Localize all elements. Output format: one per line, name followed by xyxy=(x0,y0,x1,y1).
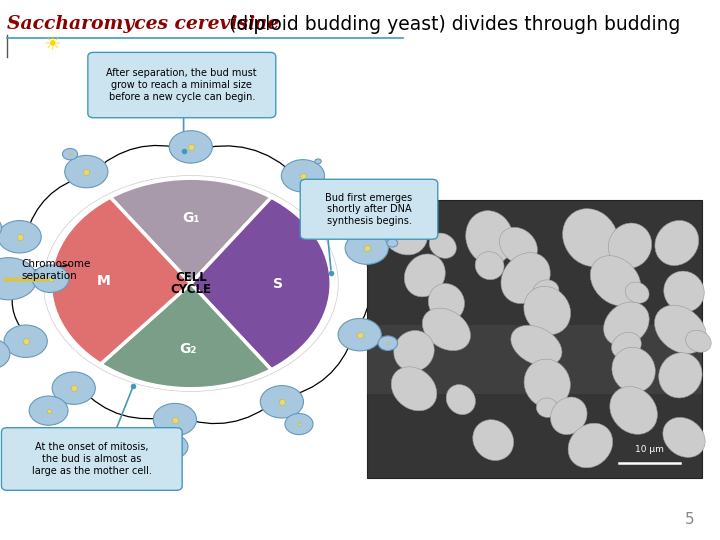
Wedge shape xyxy=(191,197,331,370)
Circle shape xyxy=(378,336,397,350)
Text: CELL: CELL xyxy=(175,271,207,284)
Circle shape xyxy=(52,372,95,404)
Circle shape xyxy=(387,239,397,247)
Ellipse shape xyxy=(446,384,475,415)
Ellipse shape xyxy=(685,330,711,352)
Ellipse shape xyxy=(659,353,702,398)
Circle shape xyxy=(0,217,1,239)
Text: 5: 5 xyxy=(685,511,695,526)
Ellipse shape xyxy=(511,325,562,366)
Circle shape xyxy=(156,435,188,459)
Circle shape xyxy=(0,339,10,369)
Circle shape xyxy=(65,156,108,188)
Ellipse shape xyxy=(664,271,704,312)
FancyBboxPatch shape xyxy=(300,179,438,239)
Ellipse shape xyxy=(423,308,470,350)
Ellipse shape xyxy=(500,227,537,264)
Ellipse shape xyxy=(524,286,570,335)
FancyBboxPatch shape xyxy=(367,325,702,394)
Circle shape xyxy=(169,131,212,163)
Text: ☀: ☀ xyxy=(43,35,60,54)
Ellipse shape xyxy=(612,347,655,393)
Circle shape xyxy=(0,258,37,300)
Ellipse shape xyxy=(475,252,504,280)
Wedge shape xyxy=(110,178,271,284)
Ellipse shape xyxy=(391,367,437,411)
FancyBboxPatch shape xyxy=(1,428,182,490)
Text: S: S xyxy=(273,276,283,291)
Ellipse shape xyxy=(608,223,652,268)
Ellipse shape xyxy=(501,253,550,303)
Ellipse shape xyxy=(590,256,641,306)
Ellipse shape xyxy=(568,423,613,468)
Text: After separation, the bud must
grow to reach a minimal size
before a new cycle c: After separation, the bud must grow to r… xyxy=(107,69,257,102)
Ellipse shape xyxy=(379,204,428,255)
Ellipse shape xyxy=(655,220,698,266)
Ellipse shape xyxy=(654,305,706,354)
Text: Chromosome
separation: Chromosome separation xyxy=(22,259,91,281)
Ellipse shape xyxy=(536,398,558,417)
Text: At the onset of mitosis,
the bud is almost as
large as the mother cell.: At the onset of mitosis, the bud is almo… xyxy=(32,442,152,476)
Text: 10 μm: 10 μm xyxy=(635,445,665,454)
Ellipse shape xyxy=(663,417,705,457)
Ellipse shape xyxy=(610,387,657,434)
Ellipse shape xyxy=(428,284,464,321)
Text: CYCLE: CYCLE xyxy=(171,284,211,296)
Circle shape xyxy=(0,220,41,253)
Ellipse shape xyxy=(429,233,456,258)
Ellipse shape xyxy=(611,333,642,359)
Ellipse shape xyxy=(405,254,445,297)
Circle shape xyxy=(153,403,197,436)
Text: M: M xyxy=(97,274,111,288)
Circle shape xyxy=(63,148,78,160)
Circle shape xyxy=(315,159,321,164)
Ellipse shape xyxy=(603,302,649,346)
Ellipse shape xyxy=(524,359,570,408)
Text: Bud first emerges
shortly after DNA
synthesis begins.: Bud first emerges shortly after DNA synt… xyxy=(325,193,413,226)
Ellipse shape xyxy=(43,176,338,392)
Circle shape xyxy=(285,414,313,435)
Circle shape xyxy=(32,265,69,293)
FancyBboxPatch shape xyxy=(88,52,276,118)
Ellipse shape xyxy=(394,330,434,372)
Ellipse shape xyxy=(473,420,513,461)
Wedge shape xyxy=(50,197,191,364)
Circle shape xyxy=(338,319,382,351)
Wedge shape xyxy=(101,284,271,389)
Ellipse shape xyxy=(533,280,559,303)
Circle shape xyxy=(4,325,48,357)
Ellipse shape xyxy=(466,211,513,265)
Ellipse shape xyxy=(562,208,618,267)
Ellipse shape xyxy=(625,282,649,303)
Circle shape xyxy=(29,396,68,425)
FancyBboxPatch shape xyxy=(367,200,702,478)
Text: Saccharomyces cerevisiae: Saccharomyces cerevisiae xyxy=(7,15,279,33)
Text: (diploid budding yeast) divides through budding: (diploid budding yeast) divides through … xyxy=(223,15,680,34)
Text: G₂: G₂ xyxy=(179,342,197,356)
Ellipse shape xyxy=(551,397,587,435)
Circle shape xyxy=(345,232,388,265)
Circle shape xyxy=(282,160,325,192)
Circle shape xyxy=(261,386,304,418)
Text: G₁: G₁ xyxy=(182,211,199,225)
